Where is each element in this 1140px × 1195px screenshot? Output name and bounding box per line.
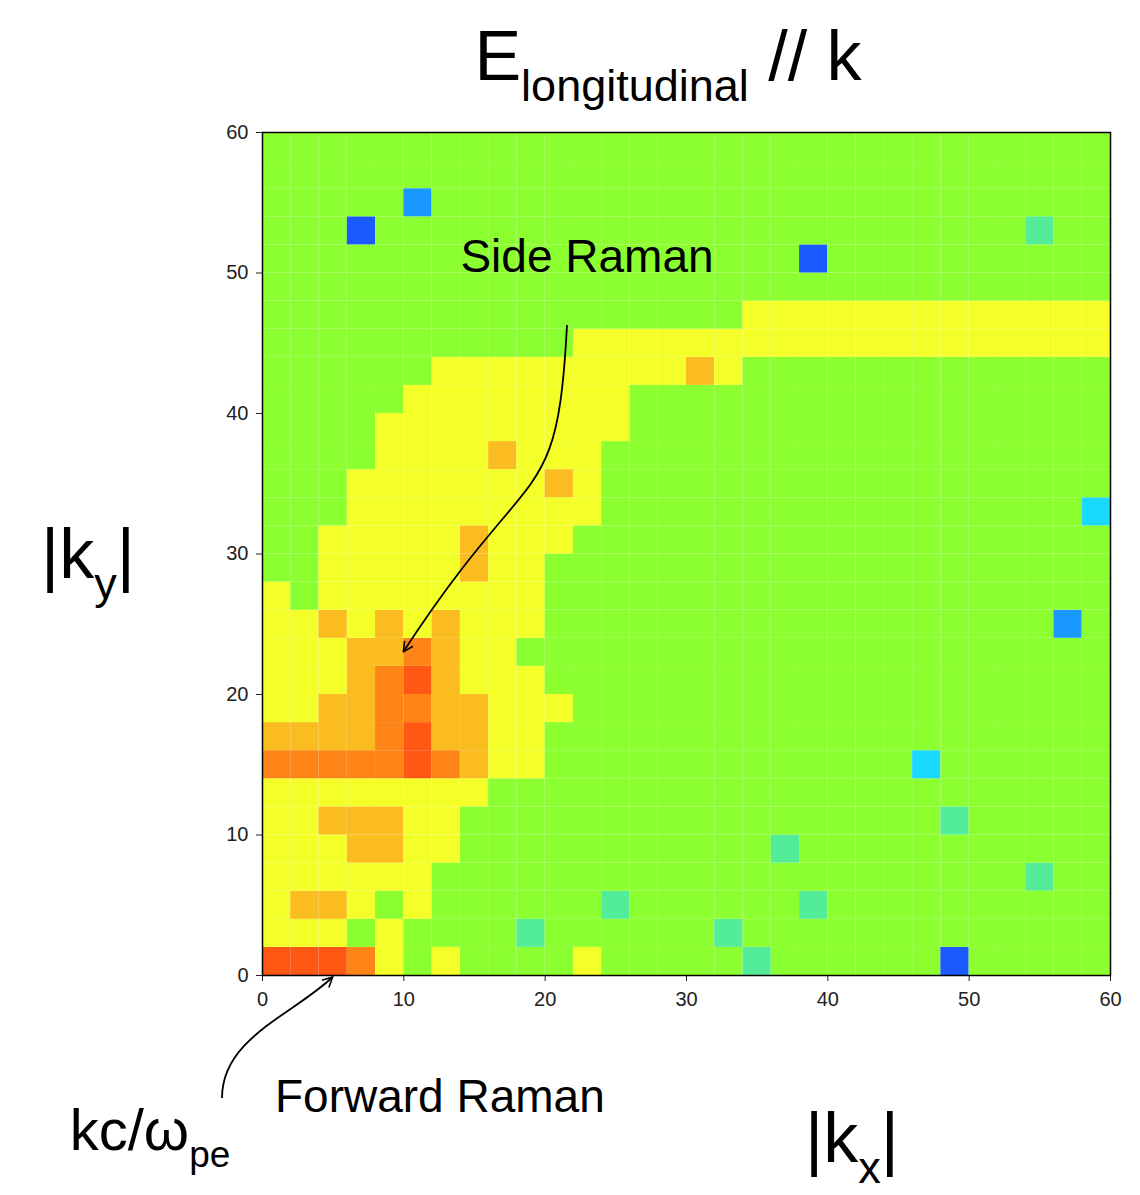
svg-text:10: 10 xyxy=(226,823,248,845)
svg-text:60: 60 xyxy=(226,121,248,143)
svg-text:40: 40 xyxy=(226,402,248,424)
svg-text:30: 30 xyxy=(226,542,248,564)
svg-text:10: 10 xyxy=(393,988,415,1010)
svg-text:20: 20 xyxy=(534,988,556,1010)
svg-text:50: 50 xyxy=(958,988,980,1010)
svg-text:|ky|: |ky| xyxy=(41,515,135,609)
svg-text:|kx|: |kx| xyxy=(805,1099,899,1193)
svg-text:50: 50 xyxy=(226,261,248,283)
svg-text:0: 0 xyxy=(237,964,248,986)
svg-text:0: 0 xyxy=(257,988,268,1010)
svg-text:kc/ωpe: kc/ωpe xyxy=(70,1097,231,1175)
svg-text:Elongitudinal // k: Elongitudinal // k xyxy=(474,17,862,111)
svg-text:60: 60 xyxy=(1099,988,1121,1010)
svg-text:Forward Raman: Forward Raman xyxy=(275,1070,605,1122)
svg-text:Side Raman: Side Raman xyxy=(460,230,713,282)
svg-text:40: 40 xyxy=(817,988,839,1010)
svg-text:30: 30 xyxy=(675,988,697,1010)
svg-text:20: 20 xyxy=(226,683,248,705)
